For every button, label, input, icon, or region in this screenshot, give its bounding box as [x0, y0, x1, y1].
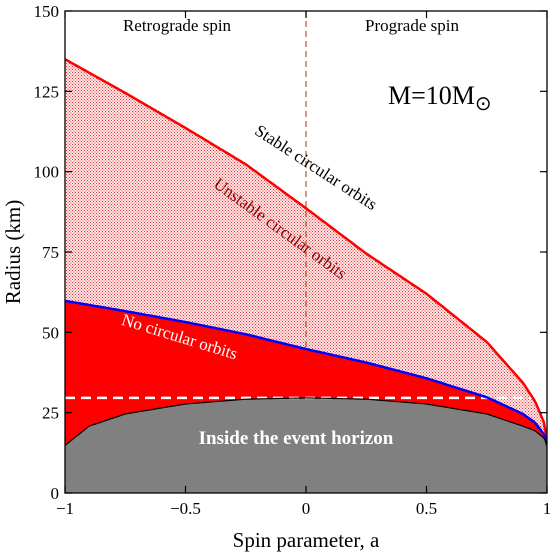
y-tick-label: 100	[34, 163, 60, 182]
x-tick-label: −1	[56, 499, 74, 518]
y-tick-label: 75	[42, 243, 59, 262]
photon-orbit-curve	[65, 299, 547, 446]
prograde-spin-label: Prograde spin	[365, 16, 459, 35]
x-tick-label: 0.5	[416, 499, 437, 518]
y-tick-label: 150	[34, 2, 60, 21]
x-axis-title: Spin parameter, a	[233, 528, 380, 552]
axis-tick-labels: −1 −0.5 0 0.5 1 0 25 50 75 100 125 150	[34, 2, 552, 518]
x-tick-label: 0	[302, 499, 311, 518]
x-tick-label: −0.5	[170, 499, 201, 518]
event-horizon-area	[65, 397, 547, 493]
event-horizon-label: Inside the event horizon	[199, 428, 394, 449]
event-horizon-curve	[65, 397, 547, 446]
mass-label: M=10M⊙	[388, 81, 492, 115]
no-circular-orbits-area	[65, 300, 547, 446]
mass-label-prefix: M=10M	[388, 81, 475, 110]
y-tick-label: 0	[51, 484, 60, 503]
y-axis-title: Radius (km)	[1, 200, 25, 304]
y-tick-label: 25	[42, 404, 59, 423]
axis-ticks	[64, 10, 548, 494]
y-tick-label: 125	[34, 82, 60, 101]
retrograde-spin-label: Retrograde spin	[123, 16, 232, 35]
y-tick-label: 50	[42, 323, 59, 342]
x-tick-label: 1	[543, 499, 552, 518]
sun-symbol-icon: ⊙	[475, 93, 492, 115]
isco-curve	[65, 58, 547, 446]
